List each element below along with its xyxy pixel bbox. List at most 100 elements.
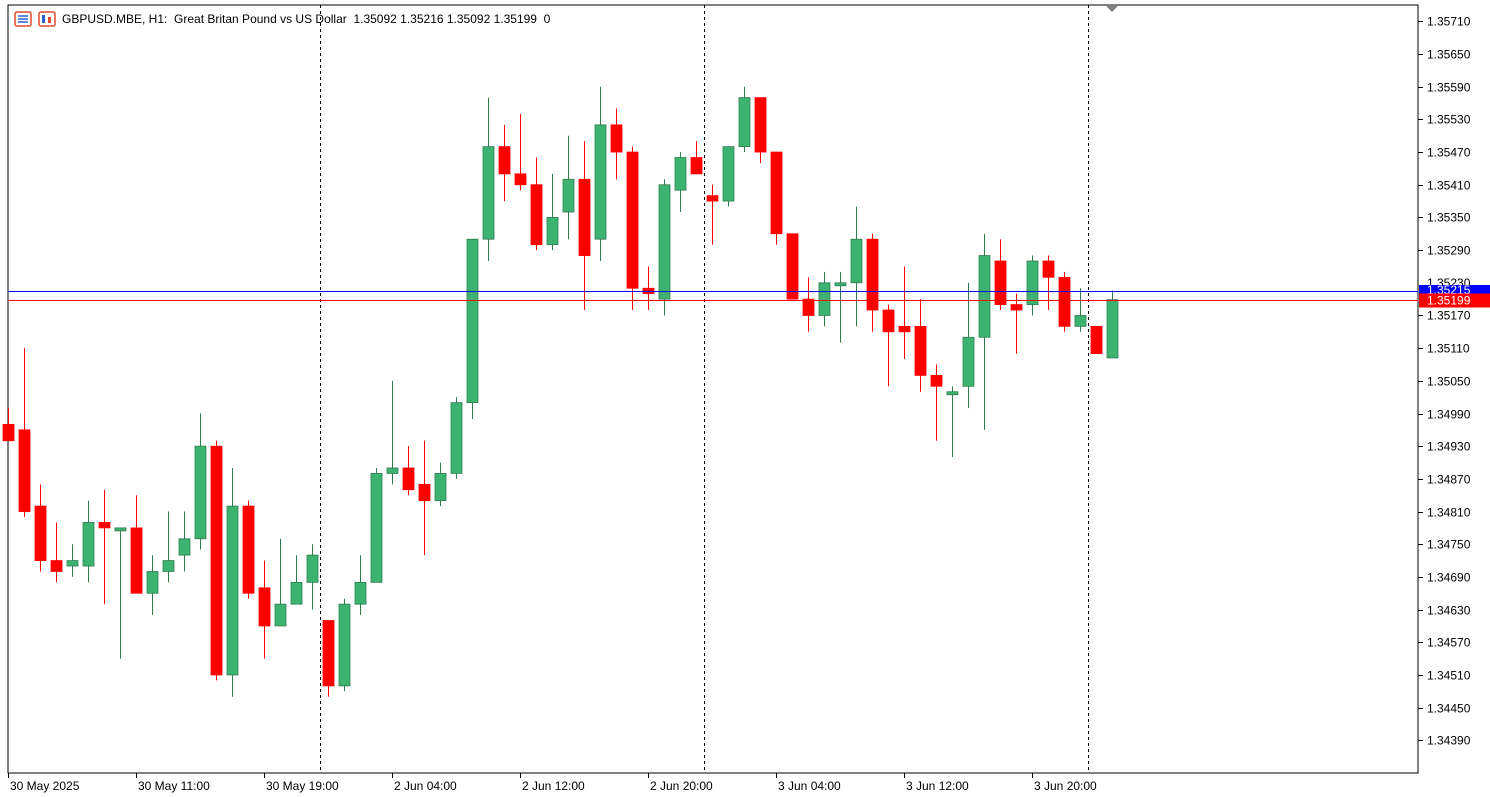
candle-body — [178, 538, 191, 556]
candle[interactable] — [834, 271, 847, 343]
candle[interactable] — [130, 495, 143, 594]
candle[interactable] — [402, 446, 415, 496]
candle[interactable] — [786, 233, 799, 300]
candle[interactable] — [594, 86, 607, 261]
candle[interactable] — [642, 266, 655, 311]
candle[interactable] — [722, 146, 735, 207]
candle[interactable] — [1074, 288, 1087, 332]
candle[interactable] — [498, 124, 511, 202]
candle[interactable] — [898, 266, 911, 360]
candle-body — [610, 124, 623, 153]
candle[interactable] — [946, 386, 959, 458]
candle-body — [850, 238, 863, 284]
candle-body — [402, 467, 415, 491]
candle[interactable] — [226, 467, 239, 697]
candle[interactable] — [706, 184, 719, 245]
candle[interactable] — [386, 380, 399, 485]
candle[interactable] — [866, 233, 879, 332]
candle[interactable] — [370, 467, 383, 583]
candle[interactable] — [290, 555, 303, 605]
candle[interactable] — [178, 511, 191, 572]
candle[interactable] — [146, 555, 159, 616]
candle[interactable] — [210, 440, 223, 681]
candle[interactable] — [674, 152, 687, 212]
candle-body — [626, 151, 639, 289]
candle[interactable] — [466, 238, 479, 419]
candle[interactable] — [546, 173, 559, 251]
candle[interactable] — [258, 560, 271, 659]
candle[interactable] — [658, 179, 671, 316]
candle[interactable] — [114, 527, 127, 659]
candle[interactable] — [162, 511, 175, 583]
candle[interactable] — [514, 113, 527, 191]
candle[interactable] — [1106, 290, 1119, 359]
bid-price-badge — [1419, 285, 1490, 295]
candle[interactable] — [626, 146, 639, 311]
candle[interactable] — [242, 500, 255, 599]
candle[interactable] — [98, 489, 111, 605]
candle[interactable] — [530, 157, 543, 251]
candle[interactable] — [2, 408, 15, 442]
candle[interactable] — [930, 364, 943, 441]
candle-body — [418, 483, 431, 502]
candle-body — [226, 505, 239, 676]
candle[interactable] — [978, 233, 991, 430]
candle[interactable] — [418, 440, 431, 556]
candle[interactable] — [754, 97, 767, 163]
y-tick-label: 1.34450 — [1427, 702, 1471, 716]
y-tick-label: 1.35710 — [1427, 15, 1471, 29]
candle-body — [594, 124, 607, 240]
candle[interactable] — [82, 500, 95, 583]
y-tick-label: 1.35290 — [1427, 244, 1471, 258]
candle[interactable] — [770, 151, 783, 245]
candle-body — [114, 527, 127, 532]
candle[interactable] — [738, 86, 751, 153]
y-tick-label: 1.34570 — [1427, 636, 1471, 650]
x-tick-label: 2 Jun 04:00 — [394, 779, 457, 793]
candle[interactable] — [818, 271, 831, 327]
plot-area[interactable] — [7, 4, 1419, 774]
y-tick-label: 1.35350 — [1427, 211, 1471, 225]
candle[interactable] — [1026, 255, 1039, 316]
candle-body — [98, 522, 111, 529]
symbol-description: Great Britan Pound vs US Dollar — [174, 12, 347, 26]
candle[interactable] — [34, 484, 47, 572]
candle[interactable] — [482, 97, 495, 261]
y-tick-label: 1.35530 — [1427, 113, 1471, 127]
candle[interactable] — [338, 598, 351, 692]
candle[interactable] — [850, 206, 863, 327]
candle[interactable] — [1090, 325, 1103, 354]
candle[interactable] — [610, 108, 623, 180]
candle[interactable] — [562, 135, 575, 240]
candle[interactable] — [306, 544, 319, 610]
candle[interactable] — [66, 544, 79, 577]
candle[interactable] — [802, 277, 815, 332]
y-tick-label: 1.34810 — [1427, 506, 1471, 520]
candle[interactable] — [50, 522, 63, 583]
candle[interactable] — [1058, 271, 1071, 332]
candle[interactable] — [450, 397, 463, 479]
candle[interactable] — [18, 348, 31, 517]
candle[interactable] — [434, 462, 447, 507]
chart-shift-marker[interactable] — [1106, 6, 1118, 12]
candle-body — [66, 560, 79, 567]
candle[interactable] — [578, 141, 591, 311]
candle[interactable] — [354, 555, 367, 616]
candle-body — [818, 282, 831, 316]
candle[interactable] — [914, 299, 927, 392]
chart-icon[interactable] — [38, 11, 56, 27]
candle[interactable] — [1010, 293, 1023, 354]
candle[interactable] — [690, 141, 703, 175]
candle[interactable] — [194, 413, 207, 550]
candle-body — [946, 391, 959, 396]
y-tick-label: 1.35050 — [1427, 375, 1471, 389]
candle[interactable] — [322, 620, 335, 697]
candle-body — [1026, 260, 1039, 305]
candle[interactable] — [882, 304, 895, 387]
candle[interactable] — [994, 239, 1007, 311]
list-icon[interactable] — [14, 11, 32, 27]
candle[interactable] — [274, 538, 287, 627]
candle[interactable] — [962, 282, 975, 409]
